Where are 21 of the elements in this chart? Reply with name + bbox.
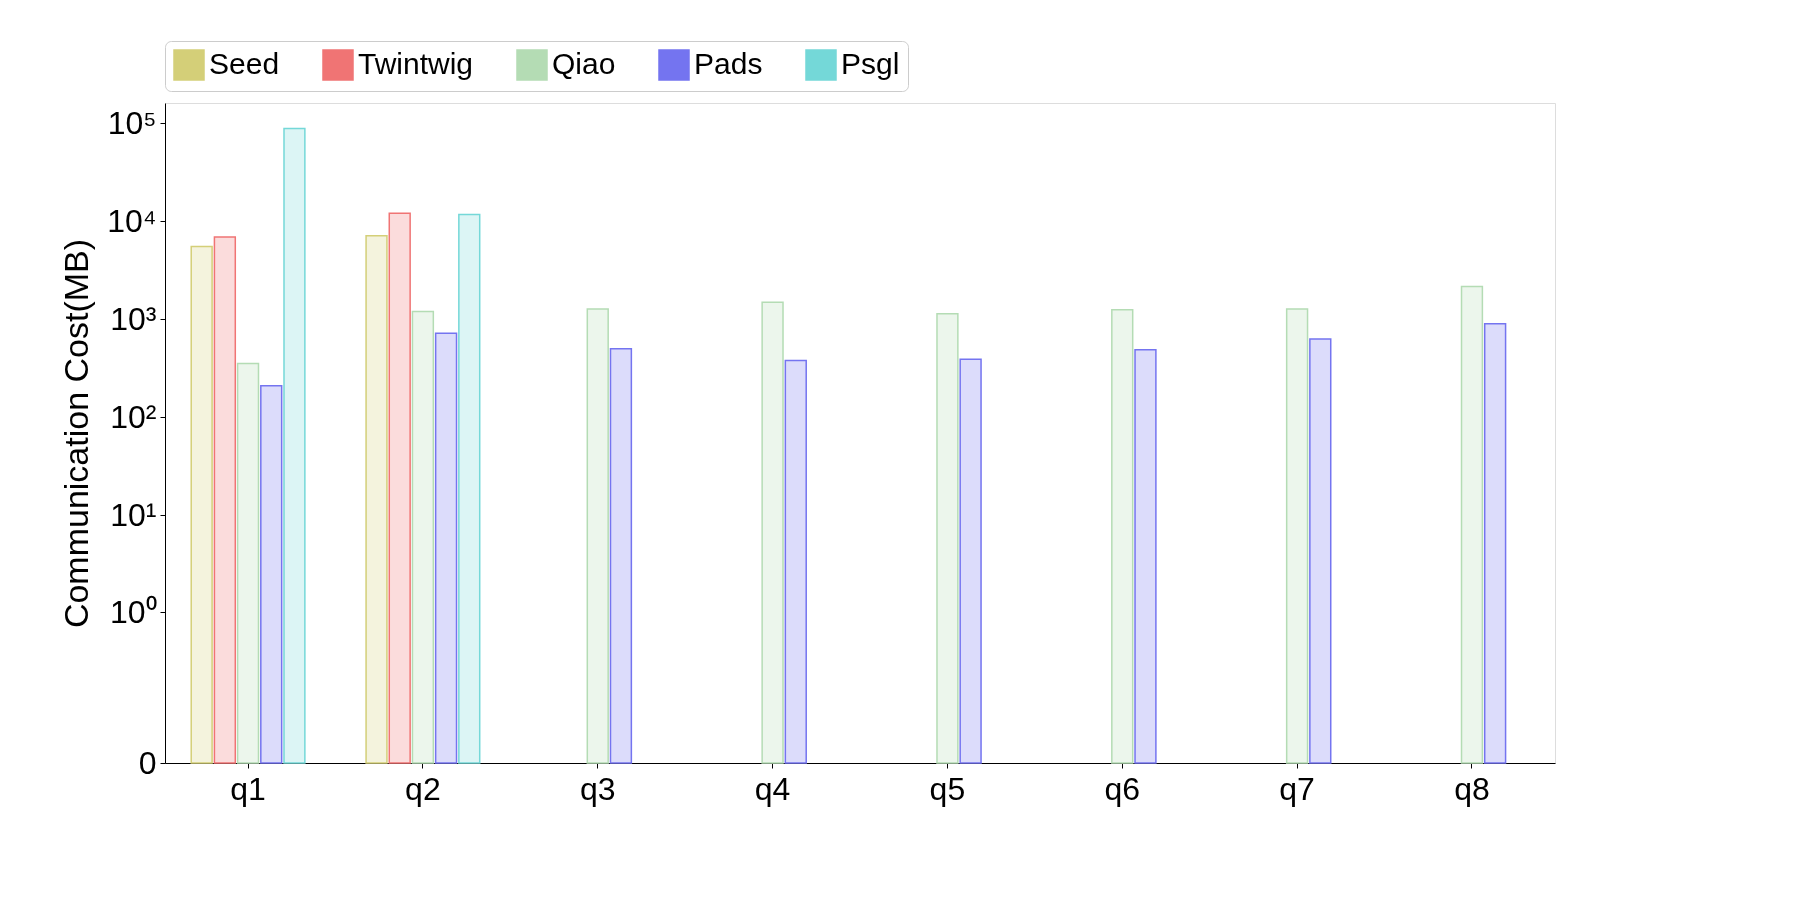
x-tick-label: q7: [1279, 770, 1315, 807]
x-tick-label: q6: [1104, 770, 1141, 807]
legend-label: Psgl: [841, 47, 900, 80]
y-tick-label: 10⁰: [109, 593, 157, 630]
y-tick-label: 10²: [110, 398, 157, 435]
x-tick-label: q5: [929, 770, 966, 807]
x-tick-label: q4: [754, 770, 791, 807]
legend-label: Qiao: [552, 47, 616, 80]
y-tick-label: 10⁴: [107, 202, 157, 239]
x-tick-label: q8: [1454, 770, 1490, 807]
legend-label: Pads: [694, 47, 763, 80]
y-axis-title: Communication Cost(MB): [57, 238, 96, 629]
legend-label: Twintwig: [358, 47, 474, 80]
y-tick-label: 0: [138, 744, 157, 781]
x-tick-label: q1: [230, 770, 266, 807]
x-tick-label: q2: [405, 770, 441, 807]
y-tick-label: 10³: [110, 300, 157, 337]
x-tick-label: q3: [579, 770, 616, 807]
y-tick-label: 10⁵: [107, 104, 157, 141]
legend-label: Seed: [209, 47, 280, 80]
y-tick-label: 10¹: [110, 496, 157, 533]
